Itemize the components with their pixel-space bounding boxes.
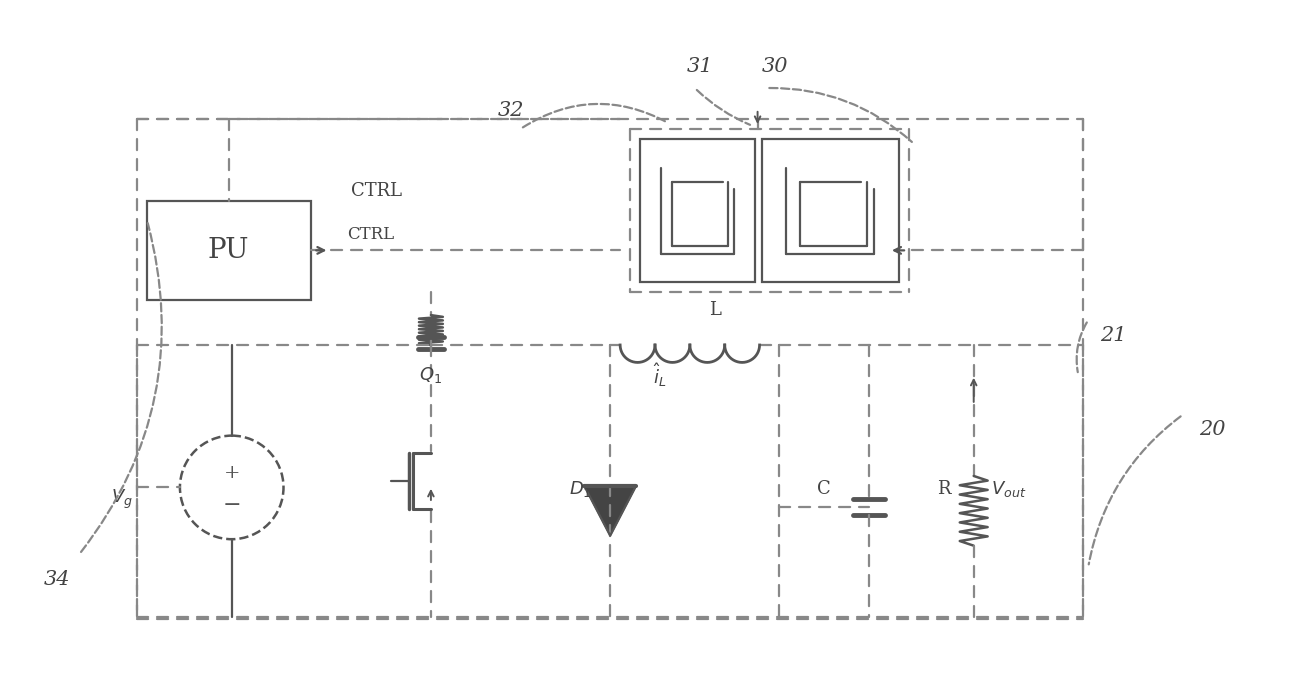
Bar xyxy=(147,201,312,300)
Text: C: C xyxy=(817,480,831,498)
Bar xyxy=(640,139,754,282)
Text: −: − xyxy=(223,495,241,517)
Text: $V_g$: $V_g$ xyxy=(111,488,134,511)
Text: +: + xyxy=(224,464,240,482)
Text: CTRL: CTRL xyxy=(351,181,402,200)
Text: 21: 21 xyxy=(1100,326,1126,345)
Text: 30: 30 xyxy=(762,56,788,76)
Text: $D_1$: $D_1$ xyxy=(569,480,592,499)
Text: L: L xyxy=(708,301,721,319)
Text: $Q_1$: $Q_1$ xyxy=(419,365,442,385)
Text: PU: PU xyxy=(208,237,250,264)
Text: CTRL: CTRL xyxy=(348,226,395,243)
Text: 32: 32 xyxy=(497,102,524,120)
Bar xyxy=(762,139,899,282)
Text: 31: 31 xyxy=(686,56,713,76)
Text: 20: 20 xyxy=(1199,420,1227,439)
Text: $V_{out}$: $V_{out}$ xyxy=(991,480,1026,499)
Polygon shape xyxy=(584,486,636,536)
Text: R: R xyxy=(937,480,950,498)
Text: 34: 34 xyxy=(45,570,71,589)
Text: $\hat{i}_L$: $\hat{i}_L$ xyxy=(653,361,666,389)
